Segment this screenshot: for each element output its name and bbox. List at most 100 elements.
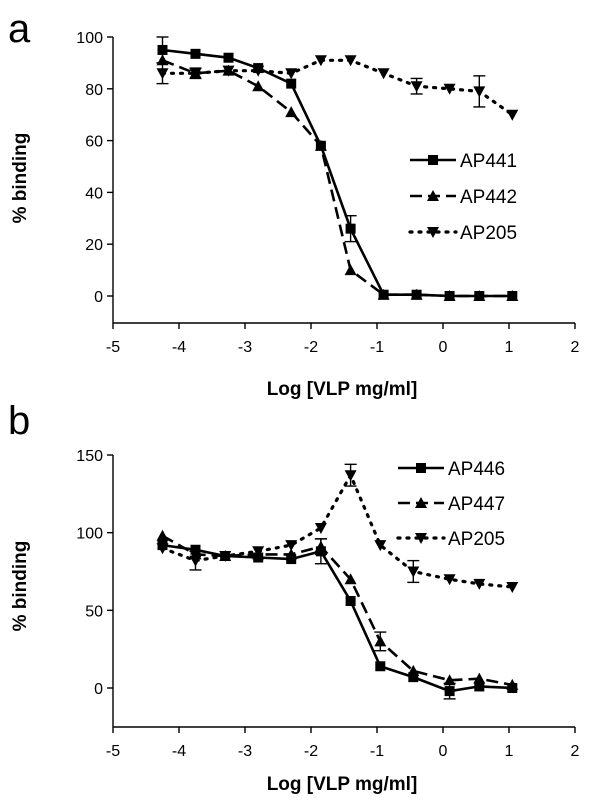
x-tick-label: -4 <box>172 743 186 760</box>
data-point <box>156 529 169 541</box>
y-axis-title: % binding <box>10 541 31 632</box>
data-point <box>377 68 390 80</box>
data-point <box>444 686 455 697</box>
x-tick-label: -2 <box>304 339 318 356</box>
data-point <box>156 68 169 80</box>
legend-marker <box>415 497 427 508</box>
data-point <box>506 109 519 121</box>
data-point <box>407 566 420 578</box>
panel-label-b: b <box>8 399 30 443</box>
data-point <box>345 596 356 607</box>
y-tick-label: 80 <box>85 82 103 99</box>
data-point <box>345 223 356 234</box>
data-point <box>407 664 420 676</box>
legend-label: AP205 <box>460 223 517 244</box>
data-point <box>219 550 232 562</box>
data-point <box>473 672 486 684</box>
data-point <box>344 573 357 585</box>
legend-label: AP442 <box>460 187 517 208</box>
data-point <box>190 48 201 59</box>
legend-marker <box>428 155 438 165</box>
series-layer <box>156 463 519 700</box>
series-line <box>162 48 513 298</box>
data-point <box>443 83 456 95</box>
data-point <box>474 681 485 692</box>
legend-label: AP446 <box>448 459 505 480</box>
x-tick-label: -2 <box>304 743 318 760</box>
legend-label: AP441 <box>460 151 517 172</box>
data-point <box>377 288 390 300</box>
x-tick-label: -4 <box>172 339 186 356</box>
data-point <box>252 65 265 77</box>
data-point <box>344 55 357 67</box>
y-tick-label: 0 <box>94 289 103 306</box>
legend: AP446 AP447 AP205 <box>396 459 505 550</box>
x-tick-label: 0 <box>439 339 448 356</box>
legend-item: AP447 <box>398 494 505 515</box>
data-point <box>189 555 202 567</box>
x-tick-label: -3 <box>238 743 252 760</box>
x-tick-label: 1 <box>505 339 514 356</box>
data-point <box>285 548 298 560</box>
x-axis-title: Log [VLP mg/ml] <box>267 379 418 400</box>
data-point <box>506 582 519 594</box>
legend-label: AP447 <box>448 494 505 515</box>
x-tick-label: -3 <box>238 339 252 356</box>
legend-item: AP442 <box>410 187 517 208</box>
data-point <box>314 540 327 552</box>
series-line <box>160 58 514 117</box>
series-AP205 <box>156 463 519 594</box>
data-point <box>314 55 327 67</box>
y-tick-label: 150 <box>76 448 103 465</box>
legend-marker <box>427 190 439 201</box>
data-point <box>443 674 456 686</box>
x-tick-label: -5 <box>106 743 120 760</box>
y-tick-label: 20 <box>85 237 103 254</box>
legend-marker <box>427 227 439 238</box>
data-point <box>443 574 456 586</box>
legend-marker <box>416 463 426 473</box>
series-line <box>162 59 513 298</box>
data-point <box>374 635 387 647</box>
data-point <box>408 672 419 683</box>
series-AP442 <box>156 54 519 301</box>
data-point <box>189 68 202 80</box>
chart-panel-a: a % binding Log [VLP mg/ml] 020406080100… <box>8 7 580 400</box>
series-AP205 <box>156 55 519 121</box>
series-line <box>160 471 514 589</box>
y-tick-label: 60 <box>85 134 103 151</box>
x-tick-label: -5 <box>106 339 120 356</box>
y-tick-label: 0 <box>94 681 103 698</box>
chart-panel-b: b % binding Log [VLP mg/ml] 0 50 100 150 -5 -… <box>8 399 580 795</box>
y-axis-title: % binding <box>10 133 31 224</box>
x-tick-label: -1 <box>370 743 384 760</box>
axes: 0 50 100 150 -5 -4 -3 -2 -1 0 1 2 <box>76 448 579 760</box>
data-point <box>344 470 357 482</box>
data-point <box>285 540 298 552</box>
data-point <box>410 81 423 93</box>
series-line <box>161 534 513 687</box>
data-point <box>344 264 357 276</box>
data-point <box>443 290 456 301</box>
data-point <box>285 68 298 80</box>
data-point <box>157 44 168 55</box>
legend-item: AP205 <box>408 223 517 244</box>
data-point <box>374 540 387 552</box>
x-tick-label: 0 <box>439 743 448 760</box>
x-axis-title: Log [VLP mg/ml] <box>267 774 418 795</box>
data-point <box>286 78 297 89</box>
y-tick-label: 50 <box>85 603 103 620</box>
axes: 0 20 40 60 80 100 -5 -4 -3 -2 -1 0 1 2 <box>76 30 579 356</box>
legend-marker <box>415 533 427 544</box>
data-point <box>506 290 519 301</box>
data-point <box>473 578 486 590</box>
data-point <box>222 65 235 77</box>
data-point <box>314 523 327 535</box>
legend-item: AP205 <box>396 529 505 550</box>
x-tick-label: 2 <box>571 339 580 356</box>
data-point <box>410 288 423 300</box>
data-point <box>252 546 265 558</box>
y-tick-label: 100 <box>76 526 103 543</box>
series-line <box>162 543 513 693</box>
